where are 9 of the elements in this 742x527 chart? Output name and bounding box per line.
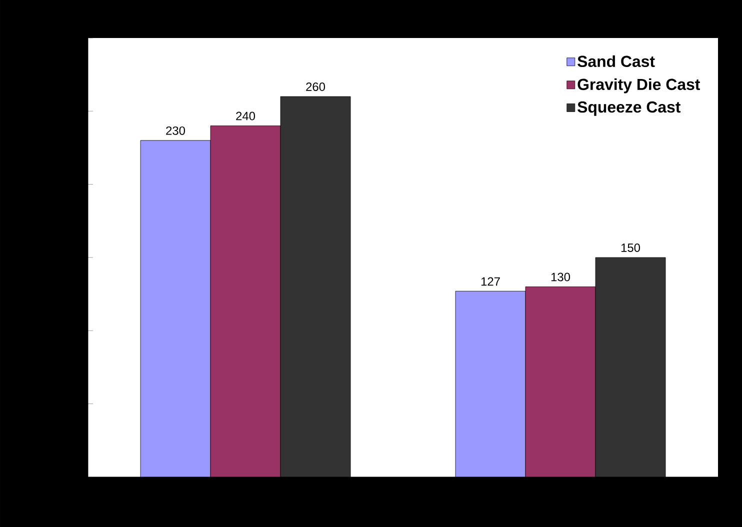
- legend-label: Sand Cast: [578, 55, 655, 68]
- data-label: 150: [621, 244, 640, 252]
- data-label: 130: [551, 272, 570, 282]
- data-label: 230: [166, 126, 186, 135]
- data-label: 260: [306, 82, 326, 91]
- data-label: 240: [236, 112, 256, 120]
- legend-label: Gravity Die Cast: [578, 78, 700, 94]
- data-label: 127: [481, 277, 500, 286]
- legend-label: Squeeze Cast: [578, 101, 681, 116]
